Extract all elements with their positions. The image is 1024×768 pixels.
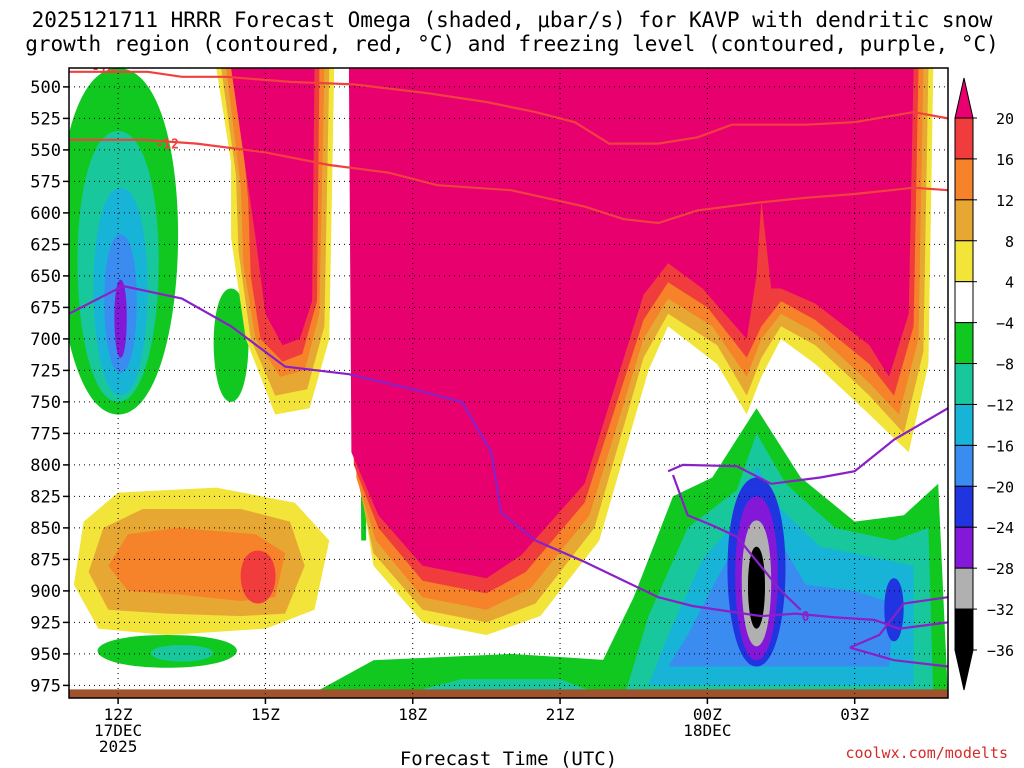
- chart-title-line2: growth region (contoured, red, °C) and f…: [25, 32, 999, 56]
- y-tick-label: 975: [30, 676, 61, 696]
- colorbar-label: −24: [987, 519, 1014, 537]
- colorbar-label: 12: [996, 192, 1014, 210]
- colorbar-label: −8: [996, 356, 1014, 374]
- y-tick-label: 650: [30, 267, 61, 287]
- y-tick-label: 600: [30, 204, 61, 224]
- colorbar-label: −20: [987, 478, 1014, 496]
- colorbar-swatch: [954, 363, 974, 405]
- y-tick-label: 575: [30, 172, 61, 192]
- colorbar-label: −32: [987, 601, 1014, 619]
- freezing-level-contour-lower: [849, 596, 948, 649]
- omega-pos16-low-core: [240, 550, 276, 604]
- y-tick-label: 800: [30, 456, 61, 476]
- y-tick-label: 900: [30, 582, 61, 602]
- x-tick-label: 15Z: [251, 705, 280, 724]
- omega-neg24-plume-12z: [114, 279, 127, 358]
- y-tick-label: 825: [30, 487, 61, 507]
- y-tick-label: 675: [30, 298, 61, 318]
- y-tick-label: 950: [30, 645, 61, 665]
- colorbar-swatch: [954, 322, 974, 365]
- colorbar-swatch: [954, 526, 974, 569]
- omega-pos20-main: [260, 68, 914, 579]
- x-tick-label: 18DEC: [683, 721, 731, 740]
- chart-title-line1: 2025121711 HRRR Forecast Omega (shaded, …: [31, 8, 993, 32]
- y-tick-label: 550: [30, 141, 61, 161]
- colorbar-label: −4: [996, 315, 1014, 333]
- colorbar-label: 20: [996, 110, 1014, 128]
- x-tick-label: 17DEC: [94, 721, 142, 740]
- y-tick-label: 775: [30, 424, 61, 444]
- colorbar-label: −12: [987, 396, 1014, 414]
- y-tick-label: 875: [30, 550, 61, 570]
- colorbar-swatch: [954, 240, 974, 283]
- y-tick-label: 925: [30, 613, 61, 633]
- freezing-level-contour-upper: [667, 407, 948, 485]
- colorbar-label: −36: [987, 642, 1014, 660]
- colorbar-swatch: [954, 403, 974, 446]
- y-tick-label: 625: [30, 235, 61, 255]
- omega-pos12-low-band: [108, 527, 286, 601]
- colorbar-swatch: [954, 608, 974, 651]
- dgz-top-label: -18: [92, 62, 116, 77]
- omega-pos20-left-column: [231, 68, 315, 346]
- x-tick-label: 00Z: [693, 705, 722, 724]
- colorbar-swatch: [954, 117, 974, 160]
- colorbar-label: 16: [996, 151, 1014, 169]
- omega-neg4-patch-14z: [213, 288, 249, 402]
- colorbar-swatch: [954, 444, 974, 487]
- omega-neg20-low-patch: [884, 578, 904, 642]
- colorbar-label: −16: [987, 437, 1014, 455]
- x-tick-label: 2025: [99, 737, 138, 756]
- ground-strip: [69, 689, 948, 698]
- site-credit: coolwx.com/modelts: [845, 744, 1008, 762]
- colorbar-top-arrow: [954, 77, 974, 119]
- x-tick-label: 03Z: [840, 705, 869, 724]
- colorbar-swatch: [954, 567, 974, 610]
- dgz-bottom-label: -12: [155, 138, 178, 153]
- y-tick-label: 725: [30, 361, 61, 381]
- dgz-bottom-contour: [69, 138, 948, 225]
- x-tick-label: 18Z: [398, 705, 427, 724]
- freezing-level-contour: [69, 284, 948, 630]
- y-tick-label: 850: [30, 519, 61, 539]
- colorbar-swatch: [954, 158, 974, 201]
- y-tick-label: 700: [30, 330, 61, 350]
- y-tick-label: 500: [30, 78, 61, 98]
- x-tick-label: 21Z: [546, 705, 575, 724]
- y-tick-label: 525: [30, 109, 61, 129]
- x-axis-label: Forecast Time (UTC): [400, 748, 617, 768]
- colorbar-bottom-arrow: [954, 649, 974, 691]
- y-tick-label: 750: [30, 393, 61, 413]
- colorbar-label: −28: [987, 560, 1014, 578]
- freezing-level-contour-sfc: [849, 646, 948, 668]
- colorbar-label: 4: [1005, 274, 1014, 292]
- colorbar-label: 8: [1005, 233, 1014, 251]
- freezing-level-contour-loop: [671, 474, 802, 611]
- colorbar-swatch: [954, 485, 974, 528]
- omega-neg8-sfc-patch: [150, 645, 213, 662]
- dgz-top-contour: [69, 70, 948, 145]
- x-tick-label: 12Z: [104, 705, 133, 724]
- freezing-level-label: 0: [802, 610, 810, 625]
- colorbar-swatch: [954, 199, 974, 242]
- colorbar-swatch: [954, 281, 974, 324]
